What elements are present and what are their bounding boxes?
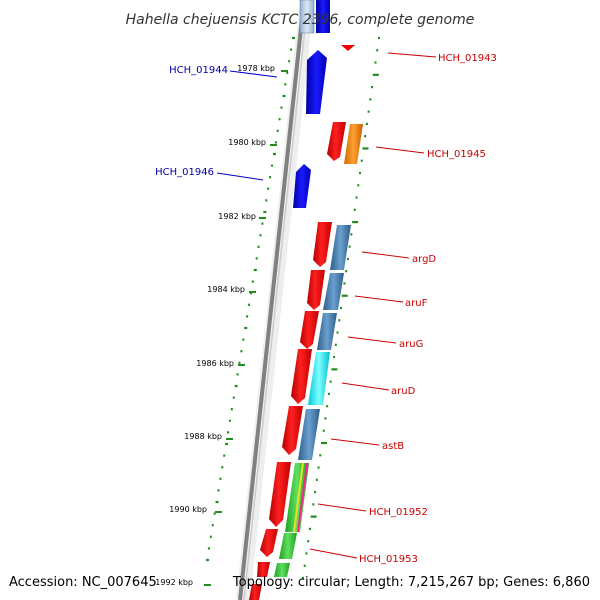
- gene-HCH_01945-orange: [344, 124, 363, 164]
- gene-aruD-cyan: [308, 352, 330, 405]
- label-HCH_01945[interactable]: HCH_01945: [427, 149, 486, 160]
- gene-HCH_01945-red: [327, 122, 346, 161]
- tick-label: 1992 kbp: [155, 578, 193, 587]
- label-astB[interactable]: astB: [382, 441, 404, 452]
- gene-HCH_01946: [293, 164, 311, 208]
- gene-astB-red: [282, 406, 303, 455]
- gene-HCH_01943: [341, 45, 355, 51]
- tick-label: 1982 kbp: [218, 212, 256, 221]
- label-aruF[interactable]: aruF: [405, 298, 428, 309]
- map-title: Hahella chejuensis KCTC 2396, complete g…: [126, 12, 475, 28]
- label-HCH_01943[interactable]: HCH_01943: [438, 53, 497, 64]
- gene-HCH_01944: [306, 50, 327, 114]
- tick-label: 1984 kbp: [207, 285, 245, 294]
- gene-top-blue: [316, 0, 330, 33]
- gene-labels: HCH_01944 HCH_01946 HCH_01943 HCH_01945 …: [155, 53, 497, 565]
- label-aruG[interactable]: aruG: [399, 339, 423, 350]
- gene-HCH_01953-green: [279, 533, 297, 559]
- gene-HCH_01953-red: [260, 529, 278, 557]
- label-HCH_01952[interactable]: HCH_01952: [369, 507, 428, 518]
- tick-label: 1990 kbp: [169, 505, 207, 514]
- tick-label: 1988 kbp: [184, 432, 222, 441]
- gene-bottom-red: [257, 562, 270, 577]
- gene-argD-steel: [330, 225, 351, 270]
- gene-HCH_01952-red: [269, 462, 291, 527]
- genome-summary-text: Topology: circular; Length: 7,215,267 bp…: [232, 575, 590, 590]
- gene-bottom-red-2: [249, 584, 262, 600]
- scale-labels: 1978 kbp 1980 kbp 1982 kbp 1984 kbp 1986…: [155, 64, 275, 587]
- scale-ticks: [204, 70, 288, 586]
- gene-HCH_01952-multi: [285, 463, 309, 532]
- label-HCH_01946[interactable]: HCH_01946: [155, 167, 214, 178]
- gene-argD-red: [313, 222, 332, 267]
- gene-HCH_01952-stripe-magenta: [297, 462, 308, 533]
- leader-lines: [216, 52, 437, 559]
- gene-aruF-red: [307, 270, 325, 310]
- gene-track: [249, 0, 363, 600]
- gene-astB-steel: [298, 409, 320, 460]
- backbone: [236, 0, 314, 600]
- gene-aruD-red: [291, 349, 312, 404]
- accession-text: Accession: NC_007645: [9, 575, 157, 590]
- gene-aruG-red: [300, 311, 319, 349]
- gene-aruG-steel: [317, 313, 337, 350]
- gc-dots: [206, 36, 380, 580]
- label-aruD[interactable]: aruD: [391, 386, 416, 397]
- gene-top-pale: [299, 0, 315, 34]
- gene-aruF-steel: [323, 273, 344, 310]
- label-argD[interactable]: argD: [412, 254, 436, 265]
- tick-label: 1978 kbp: [237, 64, 275, 73]
- label-HCH_01944[interactable]: HCH_01944: [169, 65, 228, 76]
- gene-bottom-green: [274, 563, 290, 577]
- tick-label: 1986 kbp: [196, 359, 234, 368]
- gene-HCH_01952-stripe-yellow: [293, 462, 304, 533]
- footer: Accession: NC_007645 Topology: circular;…: [9, 575, 590, 590]
- label-HCH_01953[interactable]: HCH_01953: [359, 554, 418, 565]
- tick-label: 1980 kbp: [228, 138, 266, 147]
